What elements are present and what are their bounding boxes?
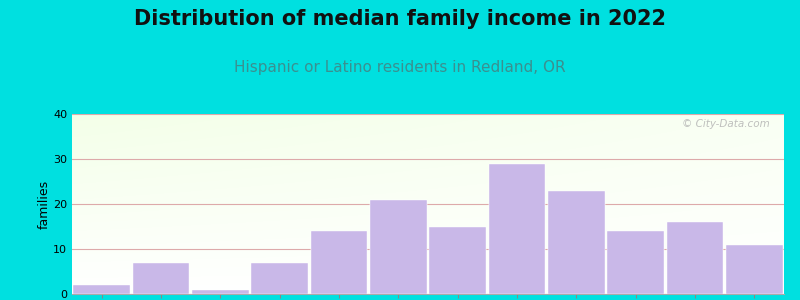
Text: Distribution of median family income in 2022: Distribution of median family income in …	[134, 9, 666, 29]
Bar	[74, 285, 130, 294]
Y-axis label: families: families	[38, 179, 50, 229]
Bar	[430, 226, 486, 294]
Bar	[607, 231, 664, 294]
Bar	[251, 262, 308, 294]
Bar	[430, 226, 486, 294]
Bar	[74, 285, 130, 294]
Bar	[251, 262, 308, 294]
Bar	[311, 231, 367, 294]
Bar	[548, 190, 605, 294]
Bar	[370, 200, 426, 294]
Bar	[667, 222, 723, 294]
Bar	[667, 222, 723, 294]
Bar	[311, 231, 367, 294]
Bar	[192, 290, 249, 294]
Bar	[548, 190, 605, 294]
Bar	[489, 164, 545, 294]
Bar	[607, 231, 664, 294]
Bar	[133, 262, 189, 294]
Bar	[133, 262, 189, 294]
Bar	[192, 290, 249, 294]
Bar	[489, 164, 545, 294]
Bar	[726, 244, 782, 294]
Bar	[370, 200, 426, 294]
Bar	[726, 244, 782, 294]
Text: © City-Data.com: © City-Data.com	[682, 119, 770, 129]
Text: Hispanic or Latino residents in Redland, OR: Hispanic or Latino residents in Redland,…	[234, 60, 566, 75]
